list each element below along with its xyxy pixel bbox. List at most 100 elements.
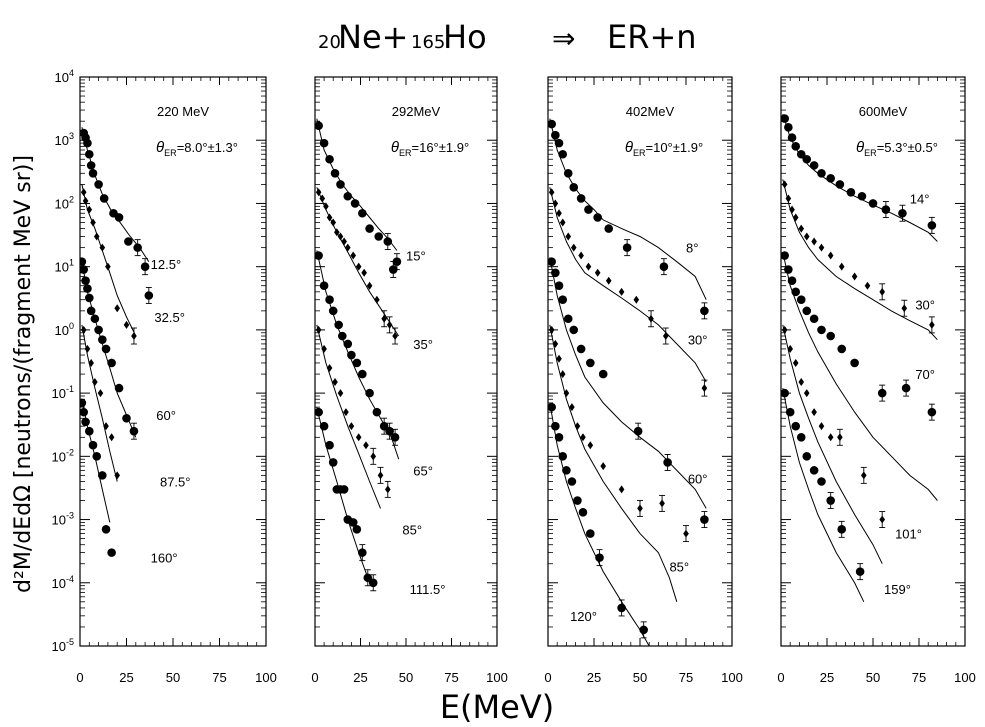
data-point [792,358,799,367]
x-tick-label: 100 [255,670,277,685]
series-4 [80,324,120,482]
data-point [864,281,871,290]
series-label: 32.5° [154,310,185,325]
data-point [569,183,579,192]
data-point [868,199,878,208]
panel-data [315,118,402,592]
data-point [901,383,911,393]
panel-data [548,118,709,646]
y-tick-label: 10-1 [52,384,74,401]
panels: 10-5 10-4 10-3 10-2 10-1 100 101 102 103 104 0 25 50… [52,68,976,685]
data-point [927,221,937,230]
data-point [548,402,556,412]
data-point [82,196,89,205]
x-tick-label: 50 [399,670,413,685]
data-point [355,262,362,271]
y-tick-label: 10-5 [52,637,74,654]
data-point [605,276,612,285]
data-point [781,114,789,123]
data-point [569,403,575,412]
x-tick-label: 100 [486,670,508,685]
data-point [88,168,98,178]
data-point [88,440,98,450]
x-tick-label: 100 [954,670,976,685]
series-curve [316,406,371,583]
data-point [877,388,887,398]
data-point [366,281,373,290]
data-point [319,194,326,203]
theta-label: θER=5.3°±0.5° [856,139,938,158]
x-tick-label: 25 [820,670,834,685]
data-point [551,421,560,431]
data-point [548,325,555,334]
series-label: 30° [915,298,935,313]
data-point [600,462,606,471]
data-point [857,191,867,201]
series-curve [316,118,398,251]
data-point [363,441,369,450]
data-point [639,625,648,635]
data-point [792,213,799,222]
data-point [898,208,907,218]
data-point [837,433,843,442]
data-point [827,251,834,260]
data-point [837,525,847,534]
data-point [107,358,116,368]
x-axis-label: E(MeV) [440,688,554,726]
data-point [817,477,826,486]
series-label: 14° [910,191,930,206]
data-point [122,413,131,423]
data-point [338,331,347,341]
panel-data [80,127,154,557]
data-point [618,287,625,296]
series-label: 101° [895,527,922,542]
data-point [835,180,845,189]
data-point [791,287,801,297]
data-point [144,291,154,300]
data-point [562,466,571,475]
data-point [326,213,333,222]
data-point [343,339,353,349]
data-point [86,306,96,316]
series-2 [315,187,400,345]
data-point [99,194,109,203]
data-point [98,471,107,480]
data-point [86,161,96,170]
data-point [133,243,142,252]
series-3 [548,257,709,529]
data-point [326,363,333,372]
x-tick-label: 0 [76,670,83,685]
x-tick-label: 75 [679,670,693,685]
data-point [85,426,94,436]
series-label: 85° [669,560,689,575]
data-point [881,205,891,214]
data-point [558,149,568,159]
data-point [315,121,323,130]
series-curve [316,187,400,337]
energy-label: 600MeV [859,104,908,119]
data-point [633,295,640,304]
data-point [386,320,393,329]
panel-4: 0 25 50 75 100 14° 30° 70° 101° 159° 600MeV θER=5.3… [777,76,976,685]
data-point [617,603,626,613]
data-point [850,358,859,368]
data-point [392,257,402,266]
data-point [325,295,334,305]
series-curve [549,257,707,509]
title-symbol-b: Ho [443,18,487,56]
data-point [585,262,592,271]
series-label: 30° [688,333,708,348]
series-1 [80,127,154,304]
data-point [784,123,793,132]
data-point [648,314,654,323]
data-point [565,232,572,241]
data-point [319,281,329,290]
energy-label: 292MeV [392,104,441,119]
data-point [368,578,378,588]
y-tick-label: 104 [55,68,74,85]
data-point [554,433,564,442]
data-point [315,188,322,197]
data-point [114,383,124,393]
data-point [552,339,559,348]
data-point [81,276,90,285]
